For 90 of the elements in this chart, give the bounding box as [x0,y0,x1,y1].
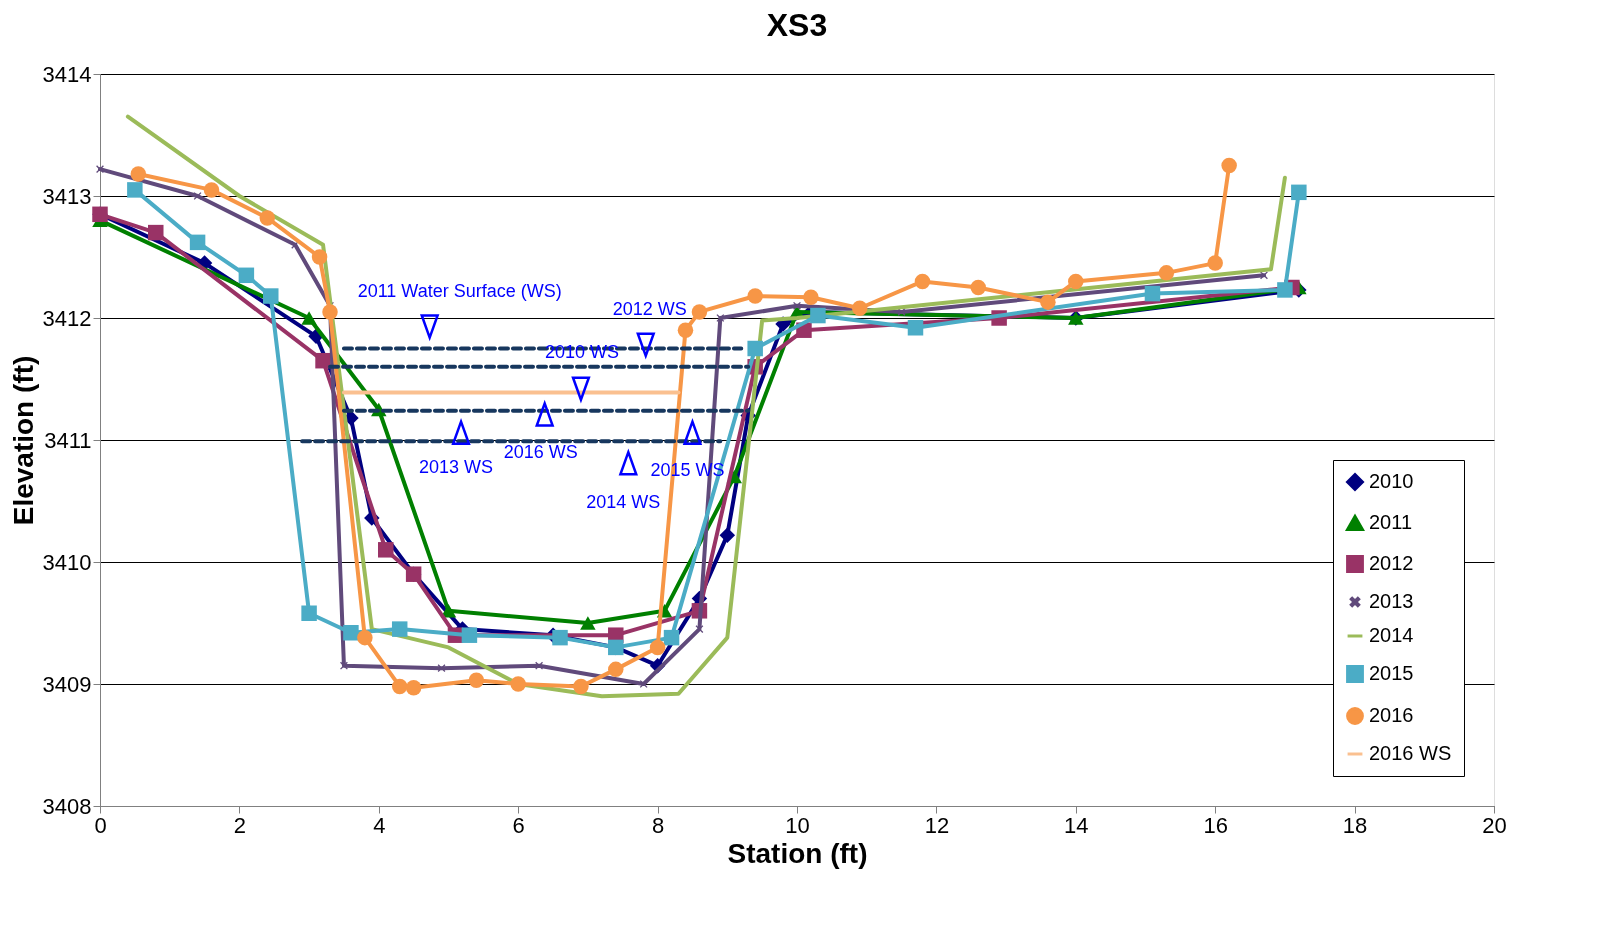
point [96,165,104,174]
point [405,679,422,696]
point [663,629,680,646]
y-tick-label: 3413 [42,183,92,209]
x-tick-label: 14 [1064,812,1089,838]
x-axis-title: Station (ft) [727,837,868,869]
legend-label: 2015 [1369,662,1414,684]
point [340,661,348,670]
point [357,629,373,646]
point [203,182,220,198]
legend-label: 2011 [1369,511,1413,533]
x-tick-label: 18 [1342,812,1368,838]
x-tick-label: 8 [651,812,665,838]
point [695,625,704,633]
x-tick-label: 12 [924,812,950,838]
point [747,288,763,304]
point [535,661,543,670]
point [552,629,568,646]
point [315,352,331,369]
point [914,273,931,290]
point [1144,285,1161,302]
point [608,661,624,678]
point [468,672,485,689]
point [259,210,276,226]
x-tick-label: 20 [1482,812,1507,838]
point [970,279,986,296]
point [127,182,143,198]
point [343,625,359,641]
point [1040,294,1056,310]
y-tick-label: 3411 [44,427,92,453]
x-tick-label: 4 [373,812,386,838]
point [263,288,279,304]
point [716,314,725,322]
point [851,300,868,316]
y-axis-title: Elevation (ft) [7,355,39,526]
point [378,542,394,558]
point [1221,157,1237,174]
point [793,301,801,310]
legend-label: 2010 [1369,470,1414,492]
point [747,340,763,357]
point [1207,255,1223,271]
point [639,680,648,688]
point [580,616,596,630]
point [573,678,589,695]
point [437,664,446,673]
y-tick-label: 3409 [42,671,92,697]
x-tick-label: 6 [512,812,525,838]
point [1277,282,1293,298]
x-tick-label: 10 [785,812,810,838]
legend-label: 2013 [1369,590,1414,612]
point [1068,273,1084,290]
point [1158,265,1175,281]
point [238,267,255,284]
point [322,304,338,320]
annotation: 2013 WS [419,456,494,477]
y-tick-label: 3408 [42,793,92,819]
point [907,320,924,336]
point [719,527,736,543]
point [461,627,478,643]
point [803,289,819,305]
point [391,621,408,637]
annotation: 2016 WS [503,442,578,463]
point [193,192,202,200]
point [440,604,457,618]
point [691,304,708,320]
point [510,676,526,692]
point [391,678,408,695]
annotation: 2012 WS [612,298,687,319]
legend-label: 2014 [1369,624,1414,646]
chart-title: XS3 [766,7,828,43]
legend-label: 2016 WS [1369,742,1452,764]
point [130,166,147,182]
point [301,605,317,621]
point [301,311,317,325]
point [189,234,206,251]
legend-label: 2016 [1369,704,1414,726]
point [1291,184,1307,201]
annotation: 2014 WS [586,492,661,513]
x-tick-label: 0 [94,812,107,838]
point [677,322,694,338]
y-tick-label: 3414 [42,61,92,87]
annotation: 2011 Water Surface (WS) [357,280,562,301]
legend-label: 2012 [1369,552,1414,574]
point [311,249,328,265]
point [649,639,666,656]
y-tick-label: 3410 [42,549,92,575]
x-tick-label: 2 [233,812,247,838]
y-tick-label: 3412 [42,305,92,331]
point [148,224,164,241]
x-tick-label: 16 [1203,812,1228,838]
